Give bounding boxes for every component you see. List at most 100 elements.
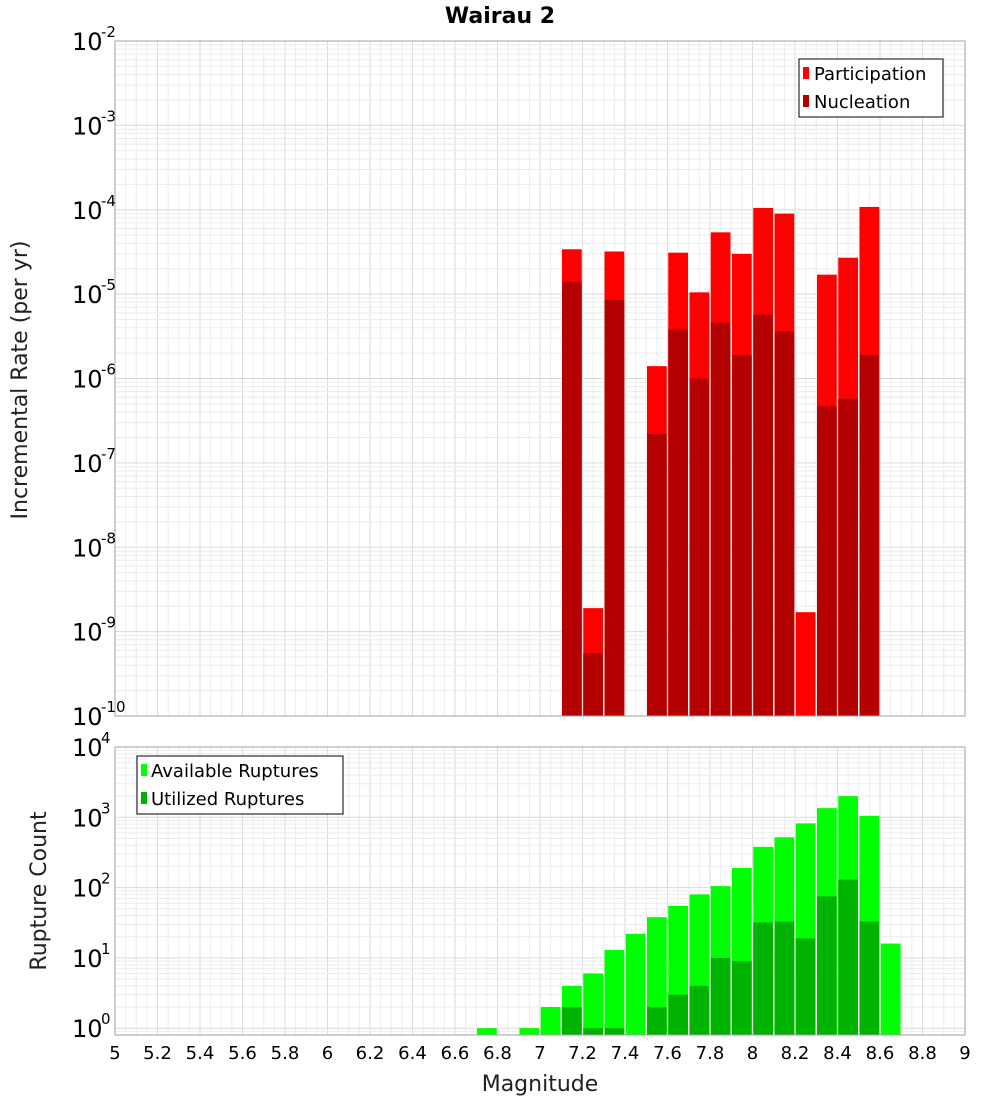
y-tick-label: 103 xyxy=(72,799,111,832)
y-tick-base: 10 xyxy=(72,112,103,140)
x-tick-label: 5.4 xyxy=(186,1043,215,1064)
top-gridlines xyxy=(114,40,966,717)
y-tick-exponent: -2 xyxy=(101,23,116,41)
y-tick-base: 10 xyxy=(72,366,103,394)
nucleation-bar xyxy=(583,653,603,716)
utilized-ruptures-bar xyxy=(838,879,858,1035)
available-ruptures-bar xyxy=(477,1028,497,1035)
y-tick-label: 10-10 xyxy=(72,698,126,731)
x-tick-label: 6.2 xyxy=(356,1043,385,1064)
nucleation-bar xyxy=(859,354,880,716)
x-tick-labels: 5 5.2 5.4 5.6 5.8 6 6.2 6.4 6.6 6.8 7 7.2 7.4 7.6 7.8 8… xyxy=(109,1043,970,1064)
y-tick-exponent: -6 xyxy=(101,361,116,379)
nucleation-bar xyxy=(562,281,582,716)
utilized-ruptures-bar xyxy=(732,961,752,1035)
x-tick-label: 7.8 xyxy=(696,1043,725,1064)
y-tick-base: 10 xyxy=(72,875,103,903)
nucleation-bar xyxy=(668,329,688,716)
y-tick-exponent: -5 xyxy=(101,276,116,294)
y-tick-exponent: -8 xyxy=(101,529,116,547)
x-tick-label: 6.8 xyxy=(483,1043,512,1064)
utilized-ruptures-bar xyxy=(859,921,880,1035)
y-tick-base: 10 xyxy=(72,197,103,225)
bottom-bars xyxy=(477,796,901,1035)
participation-bar xyxy=(795,612,816,716)
x-axis-label: Magnitude xyxy=(482,1072,599,1097)
y-tick-base: 10 xyxy=(72,534,103,562)
x-tick-label: 8.4 xyxy=(823,1043,852,1064)
nucleation-bar xyxy=(774,331,795,716)
x-tick-label: 7 xyxy=(534,1043,545,1064)
x-tick-label: 7.6 xyxy=(653,1043,682,1064)
nucleation-bar xyxy=(753,314,773,716)
bottom-plot-frame xyxy=(114,746,966,1036)
x-tick-label: 5.6 xyxy=(228,1043,257,1064)
y-tick-base: 10 xyxy=(72,450,103,478)
legend-swatch-participation xyxy=(803,67,809,79)
y-tick-label: 10-9 xyxy=(72,614,116,647)
y-tick-exponent: -9 xyxy=(101,614,116,632)
y-tick-label: 104 xyxy=(72,729,111,762)
top-plot-frame xyxy=(114,40,966,717)
top-panel: 10-210-310-410-510-610-710-810-910-10 In… xyxy=(8,23,966,731)
y-tick-exponent: 4 xyxy=(101,729,111,747)
legend-swatch-nucleation xyxy=(803,95,809,107)
x-tick-label: 5 xyxy=(109,1043,120,1064)
available-ruptures-bar xyxy=(604,949,625,1035)
y-tick-label: 10-7 xyxy=(72,445,116,478)
y-tick-exponent: -4 xyxy=(101,192,116,210)
y-tick-exponent: 3 xyxy=(101,799,111,817)
top-y-tick-labels: 10-210-310-410-510-610-710-810-910-10 xyxy=(72,23,126,731)
available-ruptures-bar xyxy=(519,1028,540,1035)
bottom-y-axis-label: Rupture Count xyxy=(27,811,52,971)
available-ruptures-bar xyxy=(540,1007,561,1035)
nucleation-bar xyxy=(647,433,667,716)
legend-label-utilized: Utilized Ruptures xyxy=(151,789,304,810)
y-tick-exponent: -3 xyxy=(101,107,116,125)
legend-label-nucleation: Nucleation xyxy=(814,92,910,113)
nucleation-bar xyxy=(732,354,752,716)
utilized-ruptures-bar xyxy=(710,957,731,1035)
y-tick-label: 100 xyxy=(72,1010,111,1043)
y-tick-label: 10-3 xyxy=(72,107,116,140)
top-bars xyxy=(562,206,880,717)
y-tick-exponent: -10 xyxy=(101,698,126,716)
y-tick-base: 10 xyxy=(72,945,103,973)
utilized-ruptures-bar xyxy=(604,1028,625,1035)
x-tick-label: 8 xyxy=(747,1043,758,1064)
legend-label-participation: Participation xyxy=(814,64,926,85)
utilized-ruptures-bar xyxy=(583,1028,603,1035)
top-legend-box xyxy=(798,58,944,118)
available-ruptures-bar xyxy=(625,933,646,1035)
utilized-ruptures-bar xyxy=(562,1007,582,1035)
utilized-ruptures-bar xyxy=(774,921,795,1035)
y-tick-label: 10-8 xyxy=(72,529,116,562)
x-tick-label: 5.2 xyxy=(143,1043,172,1064)
x-tick-label: 9 xyxy=(959,1043,970,1064)
utilized-ruptures-bar xyxy=(795,938,816,1035)
y-tick-exponent: 1 xyxy=(101,940,111,958)
nucleation-bar xyxy=(817,406,837,716)
y-tick-label: 10-6 xyxy=(72,361,116,394)
x-tick-label: 6.6 xyxy=(441,1043,470,1064)
bottom-legend-box xyxy=(136,755,344,815)
legend-swatch-available xyxy=(141,764,147,776)
y-tick-base: 10 xyxy=(72,281,103,309)
x-tick-label: 6 xyxy=(322,1043,333,1064)
y-tick-base: 10 xyxy=(72,1015,103,1043)
y-tick-base: 10 xyxy=(72,28,103,56)
chart-title: Wairau 2 xyxy=(445,4,555,29)
x-tick-label: 8.6 xyxy=(866,1043,895,1064)
y-tick-label: 10-4 xyxy=(72,192,116,225)
top-y-axis-label: Incremental Rate (per yr) xyxy=(8,241,33,520)
available-ruptures-bar xyxy=(880,943,901,1035)
legend-label-available: Available Ruptures xyxy=(151,761,319,782)
x-tick-label: 7.2 xyxy=(568,1043,597,1064)
legend-swatch-utilized xyxy=(141,792,147,804)
utilized-ruptures-bar xyxy=(753,922,773,1035)
y-tick-base: 10 xyxy=(72,804,103,832)
available-ruptures-bar xyxy=(583,973,603,1035)
